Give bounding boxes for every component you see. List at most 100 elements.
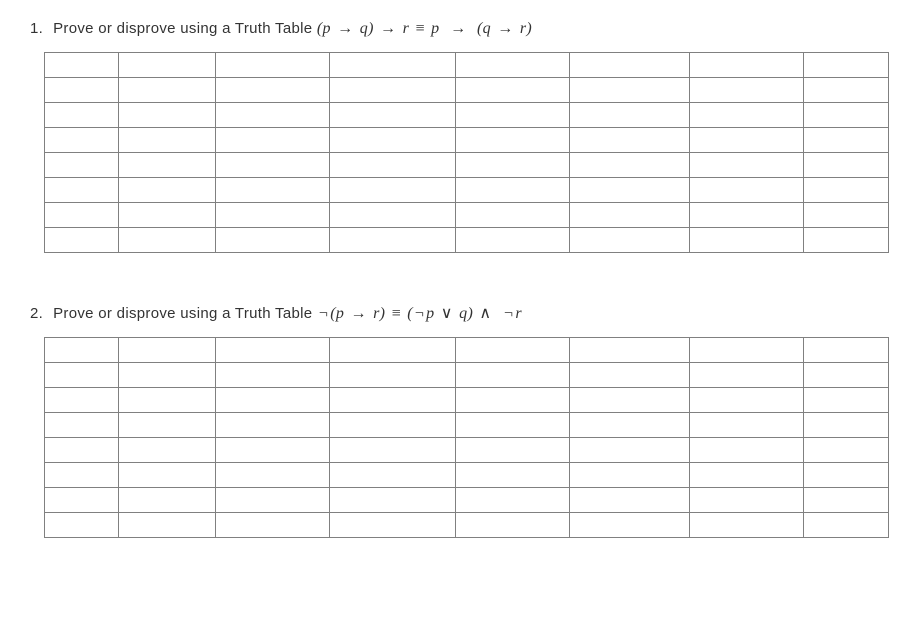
table-cell: [456, 438, 570, 463]
table-cell: [216, 513, 330, 538]
table-cell: [330, 513, 456, 538]
problem-2-statement: 2. Prove or disprove using a Truth Table…: [30, 303, 889, 323]
table-cell: [330, 128, 456, 153]
table-cell: [330, 338, 456, 363]
problem-2-formula: ¬(p → r) ≡ (¬p ∨ q) ∧ ¬r: [317, 305, 522, 322]
table-cell: [569, 388, 689, 413]
table-cell: [689, 388, 803, 413]
table-cell: [569, 78, 689, 103]
table-cell: [216, 363, 330, 388]
table-cell: [803, 413, 888, 438]
table-cell: [803, 203, 888, 228]
table-cell: [569, 338, 689, 363]
table-cell: [119, 203, 216, 228]
table-cell: [569, 413, 689, 438]
table-row: [45, 78, 889, 103]
problem-1-statement: 1. Prove or disprove using a Truth Table…: [30, 20, 889, 38]
problem-1: 1. Prove or disprove using a Truth Table…: [30, 20, 889, 253]
table-cell: [330, 488, 456, 513]
truth-table-2: [44, 337, 889, 538]
table-cell: [119, 228, 216, 253]
table-cell: [456, 203, 570, 228]
table-cell: [119, 103, 216, 128]
table-cell: [689, 103, 803, 128]
truth-table-1: [44, 52, 889, 253]
table-cell: [119, 128, 216, 153]
table-cell: [689, 153, 803, 178]
table-cell: [803, 438, 888, 463]
table-cell: [330, 363, 456, 388]
table-cell: [689, 338, 803, 363]
table-cell: [119, 53, 216, 78]
table-cell: [569, 128, 689, 153]
table-cell: [569, 178, 689, 203]
table-cell: [216, 128, 330, 153]
table-cell: [803, 103, 888, 128]
table-cell: [216, 153, 330, 178]
table-cell: [689, 203, 803, 228]
table-cell: [569, 103, 689, 128]
table-row: [45, 203, 889, 228]
table-cell: [456, 128, 570, 153]
table-row: [45, 463, 889, 488]
table-cell: [689, 513, 803, 538]
table-cell: [689, 488, 803, 513]
problem-1-formula: (p → q) → r ≡ p → (q → r): [317, 20, 532, 37]
table-row: [45, 438, 889, 463]
table-cell: [330, 153, 456, 178]
table-cell: [216, 103, 330, 128]
table-cell: [216, 203, 330, 228]
table-cell: [569, 513, 689, 538]
problem-1-prompt: Prove or disprove using a Truth Table: [53, 20, 317, 37]
table-cell: [803, 53, 888, 78]
table-row: [45, 488, 889, 513]
table-cell: [569, 203, 689, 228]
table-cell: [45, 78, 119, 103]
table-cell: [456, 53, 570, 78]
table-cell: [119, 513, 216, 538]
table-row: [45, 153, 889, 178]
table-cell: [216, 78, 330, 103]
table-cell: [330, 228, 456, 253]
table-cell: [330, 78, 456, 103]
table-cell: [216, 438, 330, 463]
table-cell: [456, 153, 570, 178]
table-cell: [330, 103, 456, 128]
table-cell: [45, 153, 119, 178]
table-row: [45, 388, 889, 413]
table-cell: [119, 463, 216, 488]
table-cell: [216, 178, 330, 203]
table-cell: [689, 363, 803, 388]
table-cell: [45, 128, 119, 153]
table-cell: [119, 153, 216, 178]
table-cell: [569, 228, 689, 253]
table-cell: [330, 463, 456, 488]
table-cell: [569, 438, 689, 463]
table-cell: [45, 463, 119, 488]
table-cell: [689, 413, 803, 438]
table-row: [45, 513, 889, 538]
table-cell: [119, 178, 216, 203]
table-row: [45, 128, 889, 153]
table-cell: [456, 513, 570, 538]
table-cell: [689, 438, 803, 463]
table-cell: [45, 228, 119, 253]
table-cell: [803, 388, 888, 413]
table-row: [45, 413, 889, 438]
table-cell: [330, 388, 456, 413]
table-cell: [689, 228, 803, 253]
table-cell: [216, 53, 330, 78]
table-cell: [456, 363, 570, 388]
table-cell: [45, 338, 119, 363]
table-cell: [803, 228, 888, 253]
table-cell: [119, 338, 216, 363]
table-cell: [569, 53, 689, 78]
table-cell: [456, 388, 570, 413]
table-cell: [569, 153, 689, 178]
table-row: [45, 103, 889, 128]
table-row: [45, 228, 889, 253]
table-cell: [216, 413, 330, 438]
table-cell: [45, 513, 119, 538]
table-cell: [803, 128, 888, 153]
table-cell: [456, 413, 570, 438]
